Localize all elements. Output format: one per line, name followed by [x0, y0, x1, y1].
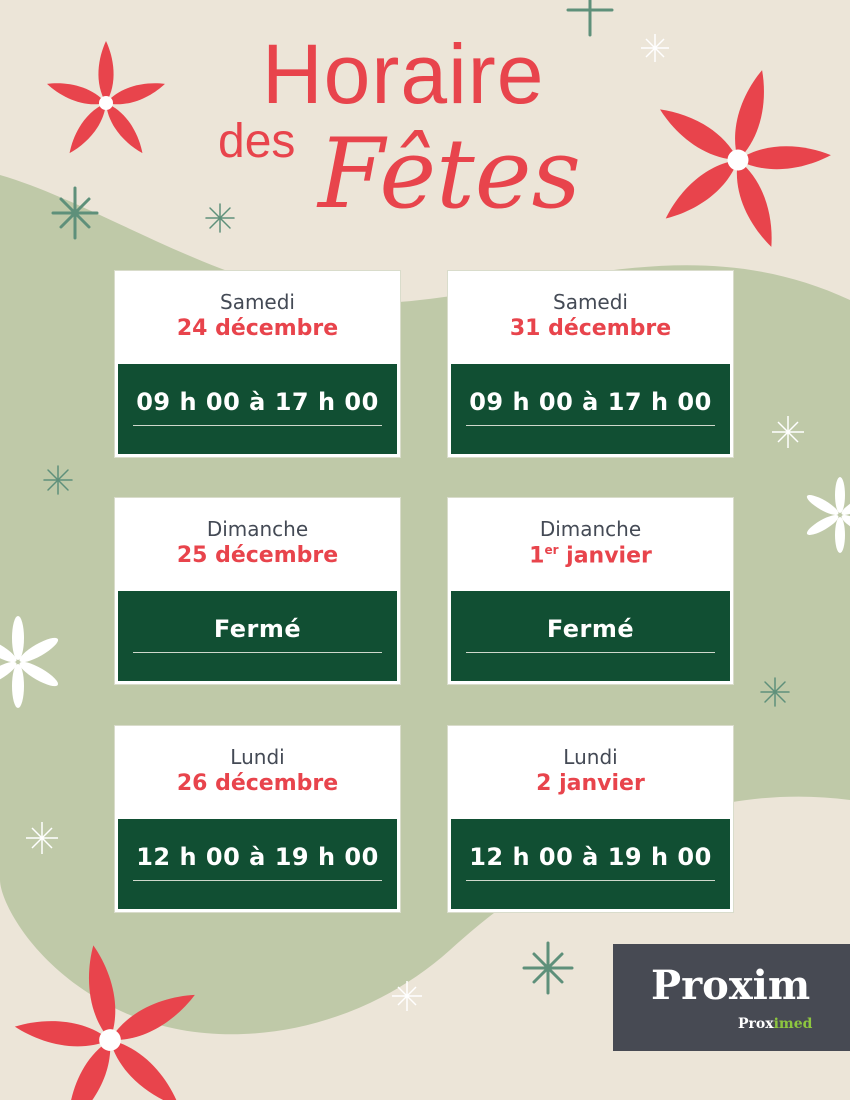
- divider: [133, 880, 382, 881]
- hours-card: Samedi 31 décembre 09 h 00 à 17 h 00: [448, 271, 733, 457]
- card-date: 2 janvier: [536, 771, 645, 796]
- divider: [133, 425, 382, 426]
- proxim-logo: Proxim Proximed: [613, 944, 850, 1051]
- card-hours: 12 h 00 à 19 h 00: [136, 843, 379, 871]
- card-date: 25 décembre: [176, 543, 339, 568]
- logo-subbrand: Proximed: [738, 1016, 812, 1032]
- title-fetes: Fêtes: [318, 118, 581, 230]
- card-hours: Fermé: [213, 615, 302, 643]
- card-day: Dimanche: [206, 517, 309, 541]
- card-hours: Fermé: [546, 615, 635, 643]
- hours-card: Dimanche 25 décembre Fermé: [115, 498, 400, 684]
- hours-card: Lundi 26 décembre 12 h 00 à 19 h 00: [115, 726, 400, 912]
- logo-wordmark: Proxim: [651, 962, 811, 1009]
- divider: [466, 652, 715, 653]
- date-month: janvier: [558, 543, 652, 569]
- snowflake-icon: [43, 0, 790, 995]
- hours-card: Dimanche 1er janvier Fermé: [448, 498, 733, 684]
- card-date: 24 décembre: [176, 316, 339, 341]
- poinsettia-icon: [0, 928, 219, 1100]
- hours-card: Samedi 24 décembre 09 h 00 à 17 h 00: [115, 271, 400, 457]
- divider: [466, 425, 715, 426]
- poinsettia-icon: [47, 41, 165, 154]
- card-hours: 09 h 00 à 17 h 00: [136, 388, 379, 416]
- card-date: 1er janvier: [451, 543, 730, 568]
- card-date: 26 décembre: [176, 771, 339, 796]
- logo-sub-part: imed: [773, 1016, 813, 1032]
- divider: [133, 652, 382, 653]
- poinsettia-icon: [627, 46, 850, 263]
- card-day: Lundi: [563, 745, 618, 769]
- snowflake-icon: [0, 477, 850, 708]
- sparkle-icon: [26, 34, 804, 1011]
- card-day: Samedi: [553, 290, 628, 314]
- card-day: Lundi: [230, 745, 285, 769]
- title-horaire: Horaire: [262, 27, 545, 121]
- card-hours: 09 h 00 à 17 h 00: [469, 388, 712, 416]
- card-date: 31 décembre: [509, 316, 672, 341]
- hours-card: Lundi 2 janvier 12 h 00 à 19 h 00: [448, 726, 733, 912]
- date-ordinal: er: [544, 543, 559, 557]
- divider: [466, 880, 715, 881]
- card-day: Dimanche: [539, 517, 642, 541]
- card-day: Samedi: [220, 290, 295, 314]
- card-hours: 12 h 00 à 19 h 00: [469, 843, 712, 871]
- date-number: 1: [529, 543, 545, 569]
- logo-sub-part: Prox: [738, 1016, 774, 1032]
- title-des: des: [218, 115, 296, 168]
